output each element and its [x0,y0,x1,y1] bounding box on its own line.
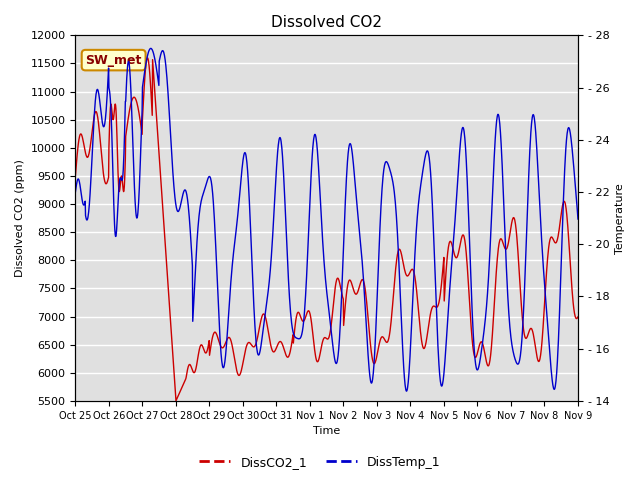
DissTemp_1 [471,352,479,358]
DissCO2_1 [574,314,582,320]
DissTemp_1 [405,371,413,376]
DissTemp_1 [240,153,248,158]
DissTemp_1 [147,46,155,51]
DissCO2_1 [471,353,479,359]
DissCO2_1 [184,365,192,371]
DissCO2_1 [72,173,79,179]
DissTemp_1 [574,216,582,222]
Y-axis label: Temperature: Temperature [615,183,625,253]
DissCO2_1 [405,272,413,277]
X-axis label: Time: Time [313,426,340,436]
DissTemp_1 [184,196,191,202]
DissTemp_1 [172,198,179,204]
Legend: DissCO2_1, DissTemp_1: DissCO2_1, DissTemp_1 [194,451,446,474]
Line: DissCO2_1: DissCO2_1 [76,58,578,401]
DissCO2_1 [515,264,523,270]
DissTemp_1 [403,388,410,394]
DissCO2_1 [240,354,248,360]
Text: SW_met: SW_met [86,54,142,67]
DissTemp_1 [515,360,523,366]
Y-axis label: Dissolved CO2 (ppm): Dissolved CO2 (ppm) [15,159,25,277]
DissCO2_1 [143,55,151,61]
Line: DissTemp_1: DissTemp_1 [76,48,578,391]
DissTemp_1 [72,189,79,195]
Title: Dissolved CO2: Dissolved CO2 [271,15,382,30]
DissCO2_1 [172,389,179,395]
DissCO2_1 [172,398,180,404]
